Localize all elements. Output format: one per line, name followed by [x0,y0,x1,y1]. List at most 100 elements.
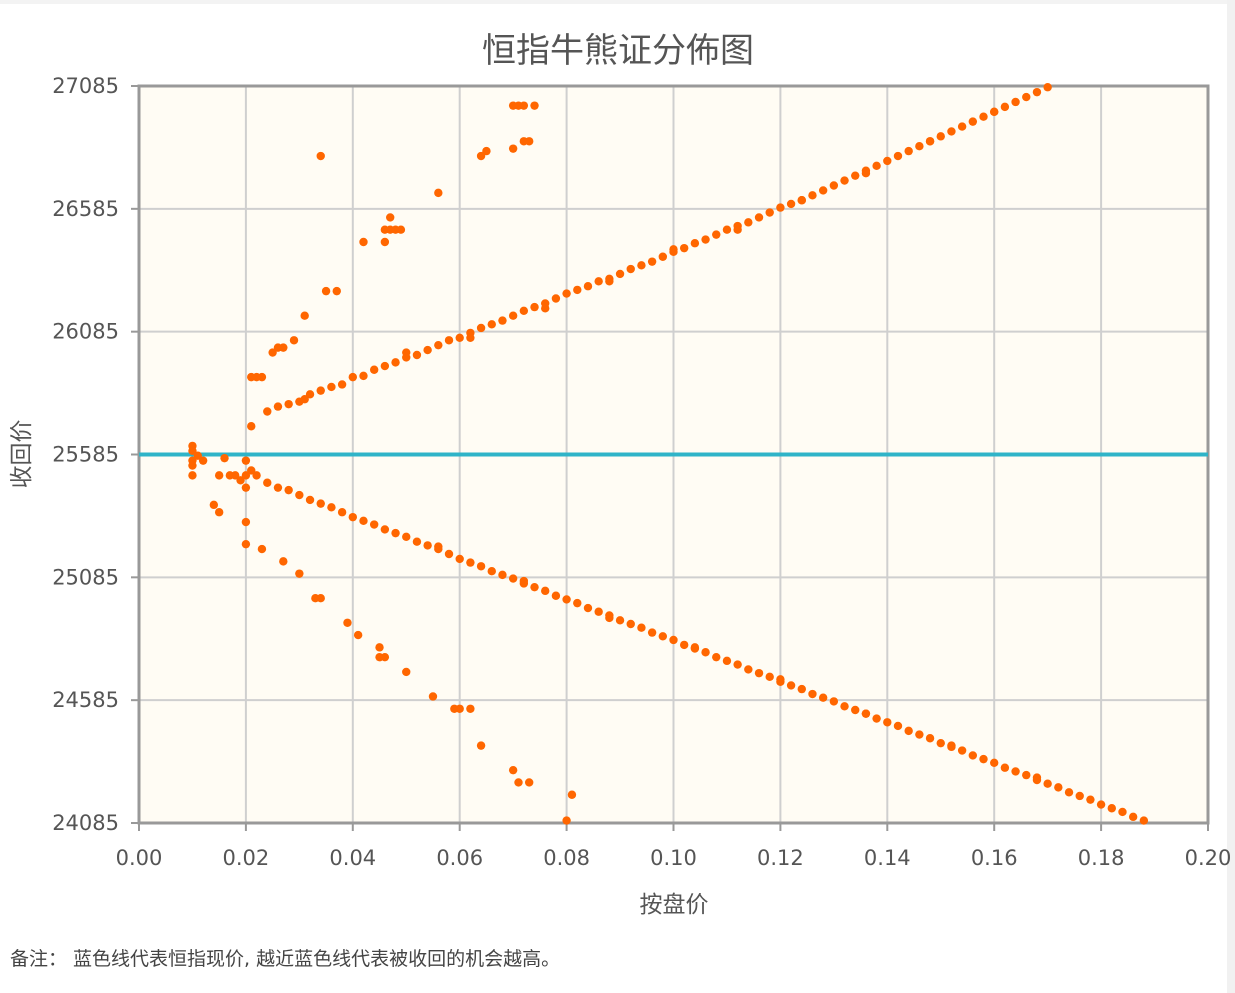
data-point [214,508,224,517]
data-point [647,628,657,637]
y-tick-label: 27085 [52,74,119,98]
data-point [455,554,464,564]
data-point [1054,783,1063,792]
x-tick-label: 0.00 [116,846,163,870]
data-point [305,390,315,399]
y-tick-label: 25585 [52,443,119,467]
data-point [797,196,806,205]
data-point [396,225,406,234]
y-axis-title: 收回价 [9,420,35,489]
data-point [968,117,978,126]
data-point [1064,788,1074,797]
data-point [241,539,251,549]
data-point [241,456,251,465]
data-point [209,500,219,510]
data-point [498,316,507,325]
data-point [530,101,539,110]
data-point [444,336,454,345]
data-point [765,208,774,217]
data-point [925,734,935,743]
x-tick-label: 0.08 [543,846,590,870]
data-point [594,277,603,286]
data-point [316,151,325,161]
data-point [412,537,422,546]
data-point [343,618,352,627]
data-point [754,668,764,678]
x-tick-label: 0.20 [1185,846,1232,870]
data-point [434,188,443,198]
x-tick-label: 0.06 [436,846,483,870]
data-point [744,665,753,674]
data-point [466,704,475,713]
data-point [1032,773,1042,782]
data-point [818,693,828,702]
data-point [861,709,871,718]
data-point [776,203,785,212]
data-point [348,372,357,382]
x-tick-label: 0.14 [864,846,911,870]
data-point [402,348,411,357]
data-point [188,446,197,456]
data-point [279,557,288,566]
data-point [289,336,299,345]
x-tick-label: 0.16 [971,846,1018,870]
data-point [198,456,208,465]
data-point [434,542,443,551]
right-scrollbar-strip [1227,0,1235,993]
data-point [508,765,518,775]
data-point [883,156,892,166]
data-point [840,702,849,711]
data-point [321,286,331,296]
data-point [508,574,518,583]
data-point [968,751,978,760]
data-point [337,380,347,389]
scatter-chart: 恒指牛熊证分佈图 0.00 0.02 0.04 0.06 0.08 0.10 0.12 0.1… [9,31,1231,918]
data-point [893,721,903,731]
data-point [402,532,411,541]
data-point [872,714,881,723]
data-point [979,112,988,121]
data-point [947,741,956,750]
data-point [476,151,486,161]
data-point [797,684,806,694]
data-point [508,311,518,320]
data-point [316,499,325,508]
data-point [1118,807,1127,817]
data-point [476,741,486,750]
data-point [455,333,464,343]
data-point [722,656,732,666]
data-point [268,348,277,357]
data-point [701,235,710,244]
data-point [348,512,357,522]
data-point [915,141,924,151]
data-point [669,635,678,645]
data-point [605,277,614,286]
data-point [679,640,689,650]
y-tick-label: 25085 [52,565,119,589]
data-point [744,218,753,227]
data-point [957,122,967,131]
data-point [1022,770,1031,780]
data-point [872,161,881,171]
data-point [284,399,293,409]
data-point [257,372,267,382]
data-point [353,630,363,640]
data-point [583,282,593,291]
data-point [487,566,496,576]
data-point [1043,779,1052,788]
data-point [626,619,635,629]
data-point [423,541,432,550]
x-tick-label: 0.10 [650,846,697,870]
data-point [861,169,871,178]
data-point [647,257,657,266]
data-point [1000,102,1010,112]
data-point [573,598,582,608]
y-tick-label: 24585 [52,688,119,712]
data-point [530,582,539,592]
data-point [498,570,507,580]
plot-area: 0.00 0.02 0.04 0.06 0.08 0.10 0.12 0.14 0.16 0.18… [52,74,1231,870]
data-point [936,738,945,748]
data-point [840,176,849,185]
data-point [359,237,368,247]
